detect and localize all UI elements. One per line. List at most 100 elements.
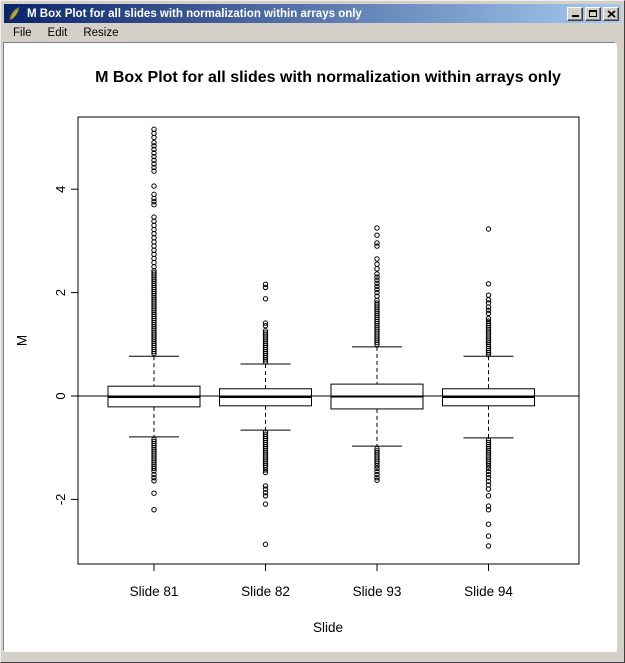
outlier-point [262,483,269,489]
outlier-point [374,474,380,481]
outlier-point [485,463,492,469]
outlier-point [485,318,492,324]
outlier-point [151,126,157,132]
outlier-point [485,468,492,475]
x-axis-label: Slide [312,620,344,635]
outlier-point [151,471,157,478]
outlier-point [151,490,157,496]
outlier-point [151,168,157,174]
boxplot-svg: -2 0 2 4 Slide 81 Slide 82 Slide 93 Slide 94 [53,116,580,599]
outlier-point [374,300,380,306]
outlier-point [374,240,380,246]
outlier-point [374,289,380,296]
outlier-point [374,280,380,286]
x-tick-label: Slide 94 [464,584,513,599]
menu-item-edit[interactable]: Edit [47,26,68,39]
titlebar[interactable]: M Box Plot for all slides with normaliza… [4,4,621,23]
y-tick-label: 0 [53,392,68,399]
y-tick-label: -2 [53,494,68,506]
outlier-point [374,463,380,469]
plot-title: M Box Plot for all slides with normaliza… [95,69,561,86]
outlier-point [485,281,492,287]
outlier-point [151,161,157,167]
x-tick-label: Slide 82 [241,584,290,599]
outlier-point [262,469,269,476]
outlier-point [374,460,380,466]
plot-canvas: -2 0 2 4 Slide 81 Slide 82 Slide 93 Slide 94 M … [4,43,616,651]
outlier-point [485,297,492,303]
outlier-point [151,468,157,474]
outlier-point [151,202,157,208]
outlier-point [262,489,269,496]
outlier-point [485,486,492,492]
close-icon [606,9,616,18]
feather-app-icon[interactable] [6,6,22,22]
outlier-point [151,474,157,481]
close-button[interactable] [603,6,619,21]
outlier-point [485,533,492,539]
outlier-point [374,266,380,272]
outlier-point [485,503,492,509]
outlier-point [374,271,380,277]
maximize-icon [589,10,597,17]
outlier-point [374,465,380,472]
outlier-point [374,471,380,478]
minimize-icon [571,14,579,17]
outlier-point [151,150,157,156]
outlier-point [485,315,492,322]
outlier-point [485,521,492,527]
outlier-point [485,320,492,327]
outlier-point [151,214,157,220]
plot-border [77,116,580,565]
outlier-point [262,467,269,473]
y-tick-label: 2 [53,289,68,296]
outlier-point [374,477,380,483]
outlier-point [485,474,492,481]
outlier-point [151,183,157,189]
x-tick-label: Slide 93 [353,584,402,599]
outlier-point [374,243,380,249]
outlier-point [262,493,269,499]
outlier-point [151,153,157,160]
outlier-point [151,139,157,146]
outlier-point [262,541,269,548]
outlier-point [151,157,157,163]
outlier-point [262,320,269,326]
outlier-point [374,468,380,475]
maximize-button[interactable] [585,6,601,21]
outlier-point [262,501,269,507]
outlier-point [151,143,157,149]
outlier-point [374,225,380,231]
outlier-point [262,486,269,492]
outlier-point [262,281,269,288]
menu-bar: File Edit Resize [4,23,621,43]
outlier-point [374,232,380,238]
outlier-point [374,261,380,267]
outlier-point [374,277,380,283]
outlier-point [262,330,269,336]
outlier-point [485,292,492,298]
outlier-point [151,191,157,198]
outlier-point [151,478,157,484]
y-tick-label: 4 [53,186,68,193]
outlier-point [485,471,492,478]
outlier-point [374,283,380,290]
outlier-point [485,300,492,306]
outlier-point [485,507,492,513]
menu-item-file[interactable]: File [13,26,32,39]
outlier-point [485,478,492,485]
menu-item-resize[interactable]: Resize [83,26,119,39]
outlier-point [485,310,492,316]
outlier-point [374,286,380,293]
outlier-point [485,460,492,466]
outlier-point [374,256,380,262]
minimize-button[interactable] [567,6,583,21]
outlier-point [485,226,492,232]
outlier-point [485,307,492,313]
outlier-point [485,543,492,549]
outlier-point [262,328,269,334]
outlier-point [485,493,492,499]
outlier-point [262,284,269,291]
window-title: M Box Plot for all slides with normaliza… [27,7,362,20]
